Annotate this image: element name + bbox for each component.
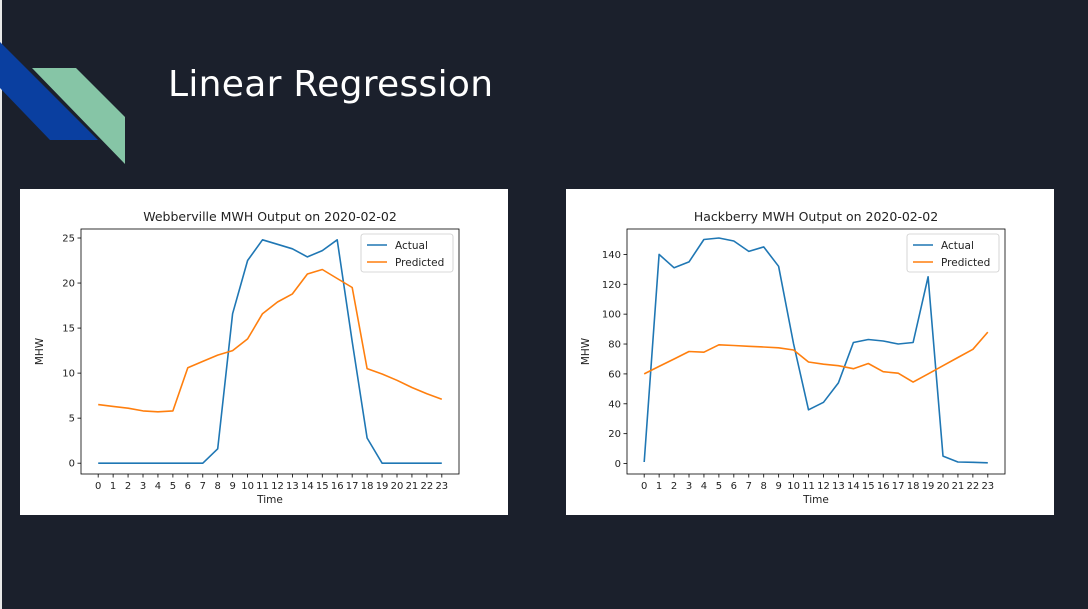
y-tick-label: 0 — [615, 459, 621, 470]
x-tick-label: 8 — [215, 481, 221, 492]
slide-left-edge — [0, 0, 2, 609]
x-tick-label: 4 — [701, 481, 707, 492]
x-tick-label: 23 — [981, 481, 994, 492]
x-tick-label: 22 — [421, 481, 434, 492]
chart-title: Webberville MWH Output on 2020-02-02 — [143, 209, 397, 224]
x-tick-label: 7 — [200, 481, 206, 492]
x-tick-label: 21 — [952, 481, 965, 492]
x-tick-label: 18 — [907, 481, 920, 492]
x-tick-label: 12 — [271, 481, 284, 492]
y-tick-label: 5 — [69, 414, 75, 425]
x-tick-label: 3 — [140, 481, 146, 492]
x-tick-label: 13 — [286, 481, 299, 492]
y-tick-label: 100 — [602, 310, 621, 321]
y-tick-label: 10 — [62, 369, 75, 380]
axes-frame — [626, 228, 1006, 475]
series-line-actual — [643, 237, 988, 464]
x-tick-label: 11 — [256, 481, 269, 492]
x-axis-label: Time — [802, 494, 829, 506]
x-tick-label: 14 — [847, 481, 860, 492]
x-tick-label: 1 — [656, 481, 662, 492]
series-line-predicted — [643, 331, 989, 383]
y-tick-label: 80 — [608, 340, 621, 351]
corner-blue-shape — [0, 42, 98, 140]
chart-title: Hackberry MWH Output on 2020-02-02 — [694, 209, 938, 224]
x-tick-label: 20 — [937, 481, 950, 492]
slide-title: Linear Regression — [168, 64, 494, 105]
chart-panel-webberville: Webberville MWH Output on 2020-02-02 0 1 2 3… — [20, 189, 508, 515]
x-tick-label: 13 — [832, 481, 845, 492]
series-line-predicted — [98, 268, 443, 413]
x-tick-label: 22 — [967, 481, 980, 492]
x-tick-label: 6 — [185, 481, 191, 492]
y-tick-label: 40 — [608, 399, 621, 410]
x-tick-label: 19 — [922, 481, 935, 492]
x-tick-label: 19 — [376, 481, 389, 492]
x-tick-label: 5 — [716, 481, 722, 492]
y-tick-label: 20 — [62, 279, 75, 290]
y-tick-label: 0 — [69, 459, 75, 470]
x-tick-label: 17 — [892, 481, 905, 492]
x-tick-label: 7 — [746, 481, 752, 492]
x-tick-label: 1 — [110, 481, 116, 492]
y-tick-label: 15 — [62, 324, 75, 335]
y-tick-label: 140 — [602, 250, 621, 261]
x-tick-label: 16 — [331, 481, 344, 492]
y-tick-label: 20 — [608, 429, 621, 440]
legend-label-actual: Actual — [941, 240, 974, 252]
x-axis-label: Time — [256, 494, 283, 506]
legend: Actual Predicted — [360, 233, 454, 273]
x-tick-label: 18 — [361, 481, 374, 492]
legend-label-actual: Actual — [395, 240, 428, 252]
chart-panel-hackberry: Hackberry MWH Output on 2020-02-02 0 1 2 3 4 5… — [566, 189, 1054, 515]
chart-hackberry: Hackberry MWH Output on 2020-02-020 1 2 3 4 5… — [580, 209, 1006, 506]
corner-green-shape — [32, 68, 125, 164]
chart-webberville: Webberville MWH Output on 2020-02-020 1 2 3… — [34, 209, 460, 506]
x-tick-label: 0 — [95, 481, 101, 492]
x-tick-label: 4 — [155, 481, 161, 492]
y-tick-label: 120 — [602, 280, 621, 291]
x-tick-label: 11 — [802, 481, 815, 492]
x-tick-label: 3 — [686, 481, 692, 492]
y-tick-label: 60 — [608, 369, 621, 380]
y-tick-label: 25 — [62, 234, 75, 245]
legend-label-predicted: Predicted — [941, 257, 990, 269]
legend: Actual Predicted — [906, 233, 1000, 273]
legend-label-predicted: Predicted — [395, 257, 444, 269]
x-tick-label: 20 — [391, 481, 404, 492]
x-tick-label: 10 — [787, 481, 800, 492]
x-tick-label: 23 — [435, 481, 448, 492]
x-tick-label: 9 — [229, 481, 235, 492]
x-tick-label: 15 — [316, 481, 329, 492]
y-axis-label: MHW — [34, 337, 46, 365]
x-tick-label: 16 — [877, 481, 890, 492]
x-tick-label: 10 — [241, 481, 254, 492]
x-tick-label: 6 — [731, 481, 737, 492]
x-tick-label: 2 — [125, 481, 131, 492]
axes-frame — [80, 228, 460, 475]
corner-decoration — [0, 42, 125, 164]
x-tick-label: 8 — [761, 481, 767, 492]
x-tick-label: 12 — [817, 481, 830, 492]
x-tick-label: 2 — [671, 481, 677, 492]
x-tick-label: 0 — [641, 481, 647, 492]
series-line-actual — [98, 238, 442, 465]
y-axis-label: MHW — [580, 337, 592, 365]
x-tick-label: 5 — [170, 481, 176, 492]
x-tick-label: 21 — [406, 481, 419, 492]
x-tick-label: 14 — [301, 481, 314, 492]
x-tick-label: 9 — [775, 481, 781, 492]
x-tick-label: 17 — [346, 481, 359, 492]
x-tick-label: 15 — [862, 481, 875, 492]
